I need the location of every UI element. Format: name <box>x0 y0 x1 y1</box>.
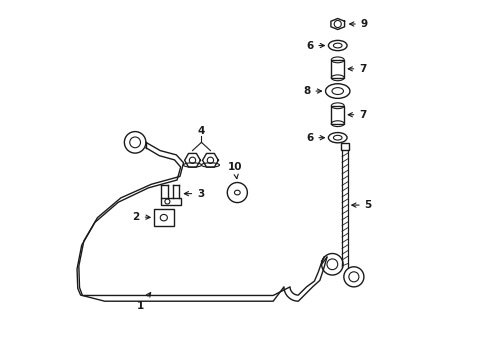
Text: 2: 2 <box>132 212 150 221</box>
Text: 10: 10 <box>227 162 242 179</box>
Text: 5: 5 <box>351 200 371 210</box>
Text: 4: 4 <box>197 126 205 136</box>
Bar <box>340 143 348 149</box>
Text: 8: 8 <box>303 86 321 96</box>
Bar <box>330 106 344 124</box>
Text: 9: 9 <box>349 19 367 29</box>
Text: 6: 6 <box>305 41 324 50</box>
Text: 7: 7 <box>347 64 366 74</box>
Text: 7: 7 <box>347 110 366 120</box>
Text: 3: 3 <box>184 189 204 199</box>
Bar <box>154 209 173 226</box>
Bar <box>160 198 181 205</box>
Text: 6: 6 <box>305 133 324 143</box>
Bar <box>330 60 344 78</box>
Text: 1: 1 <box>137 293 150 311</box>
